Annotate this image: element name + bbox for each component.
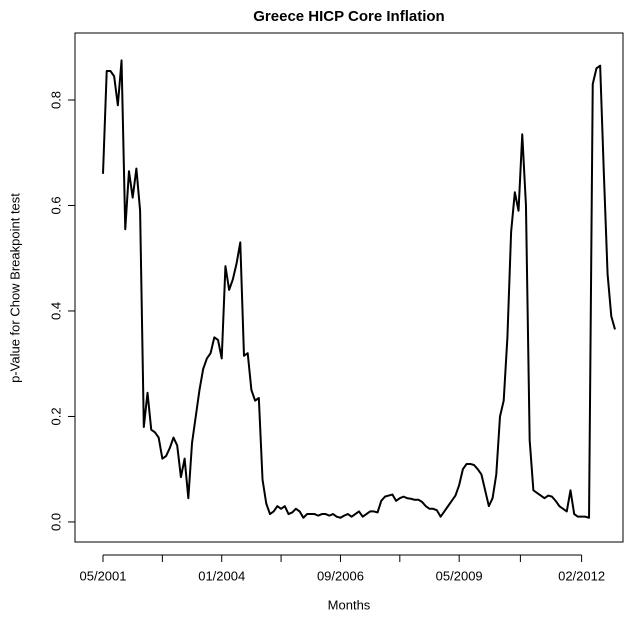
x-tick-label: 09/2006 bbox=[317, 568, 364, 583]
y-axis-label: p-Value for Chow Breakpoint test bbox=[7, 193, 22, 383]
chart-title: Greece HICP Core Inflation bbox=[253, 8, 444, 25]
y-tick-label: 0.2 bbox=[48, 407, 63, 425]
y-tick-label: 0.0 bbox=[48, 513, 63, 531]
y-tick-label: 0.8 bbox=[48, 91, 63, 109]
y-tick-label: 0.4 bbox=[48, 302, 63, 320]
x-tick-label: 05/2001 bbox=[80, 568, 127, 583]
data-line bbox=[102, 59, 616, 519]
x-axis-label: Months bbox=[328, 597, 371, 612]
x-tick-label: 05/2009 bbox=[436, 568, 483, 583]
y-tick-label: 0.6 bbox=[48, 196, 63, 214]
plot-frame bbox=[74, 32, 624, 543]
x-tick-label: 01/2004 bbox=[198, 568, 245, 583]
x-tick-label: 02/2012 bbox=[558, 568, 605, 583]
